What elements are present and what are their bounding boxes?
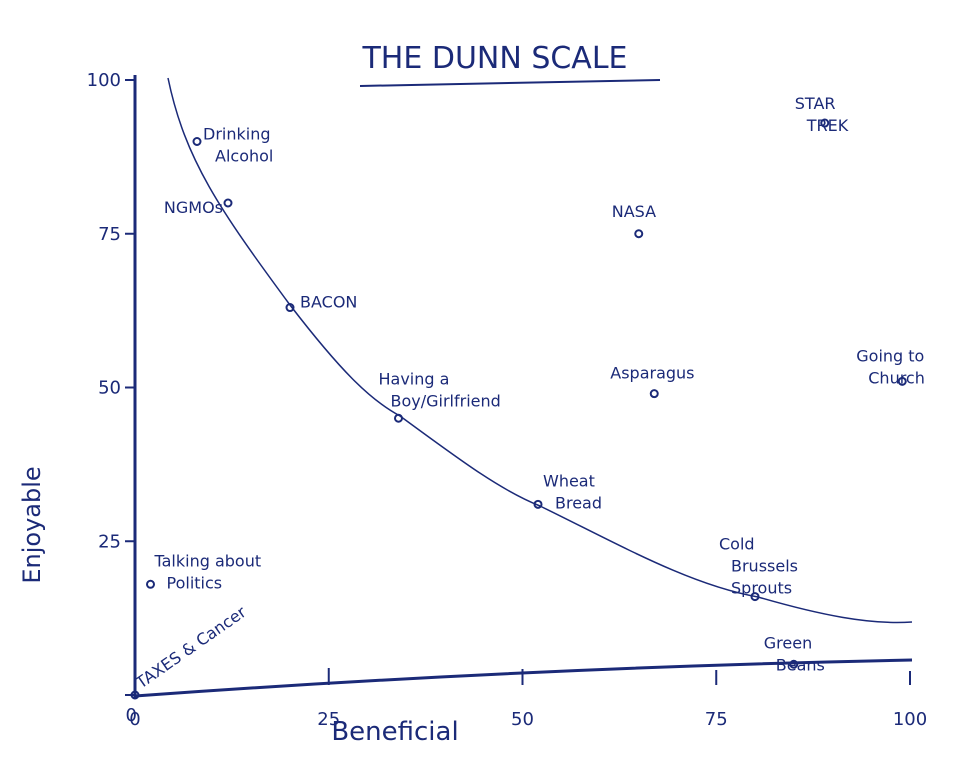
- x-axis-label: Beneficial: [331, 717, 458, 747]
- y-tick-label: 25: [98, 531, 121, 552]
- y-tick-label: 75: [98, 224, 121, 245]
- point-label: Politics: [167, 573, 223, 592]
- y-axis-label: Enjoyable: [18, 466, 46, 583]
- point-label: Wheat: [543, 471, 595, 490]
- point-label: TAXES & Cancer: [132, 602, 250, 693]
- point: [789, 659, 799, 669]
- point-label: Church: [868, 368, 925, 387]
- point-label: Bread: [555, 493, 602, 512]
- point-label: Green: [764, 633, 812, 652]
- point-label: Alcohol: [215, 147, 273, 166]
- point: [394, 413, 403, 423]
- point: [897, 376, 907, 386]
- point-label: Talking about: [154, 551, 262, 570]
- point-label: NASA: [612, 202, 656, 221]
- y-tick-label: 50: [98, 378, 121, 399]
- point: [192, 137, 202, 146]
- point: [223, 198, 233, 208]
- point-label: BACON: [300, 293, 357, 312]
- point: [146, 579, 155, 589]
- x-tick-label: 100: [893, 709, 927, 730]
- x-tick-label: 0: [129, 709, 140, 730]
- point-label: Brussels: [731, 557, 798, 576]
- point: [634, 229, 644, 239]
- x-tick-label: 75: [705, 709, 728, 730]
- y-tick-label: 100: [87, 70, 121, 91]
- point-label: Beans: [776, 655, 825, 674]
- point-label: Drinking: [203, 125, 271, 144]
- x-tick-label: 25: [317, 709, 340, 730]
- point-label: Boy/Girlfriend: [391, 391, 501, 410]
- point-label: Having a: [379, 369, 450, 388]
- point-label: Asparagus: [610, 364, 694, 383]
- point-label: NGMOs: [164, 198, 223, 217]
- point: [750, 592, 760, 602]
- point-label: Going to: [856, 346, 924, 365]
- chart-title: THE DUNN SCALE: [361, 41, 627, 76]
- trend-curve: [167, 77, 913, 624]
- point-label: STAR: [795, 94, 836, 113]
- point-label: TREK: [806, 116, 849, 135]
- point: [820, 118, 830, 128]
- point: [285, 303, 295, 313]
- point-label: Cold: [719, 535, 755, 554]
- title-underline: [359, 79, 661, 87]
- x-tick-label: 50: [511, 709, 534, 730]
- y-tick-label: 0: [126, 705, 137, 726]
- point: [649, 389, 659, 399]
- point: [130, 690, 140, 700]
- point: [533, 499, 543, 509]
- point-label: Sprouts: [731, 579, 792, 598]
